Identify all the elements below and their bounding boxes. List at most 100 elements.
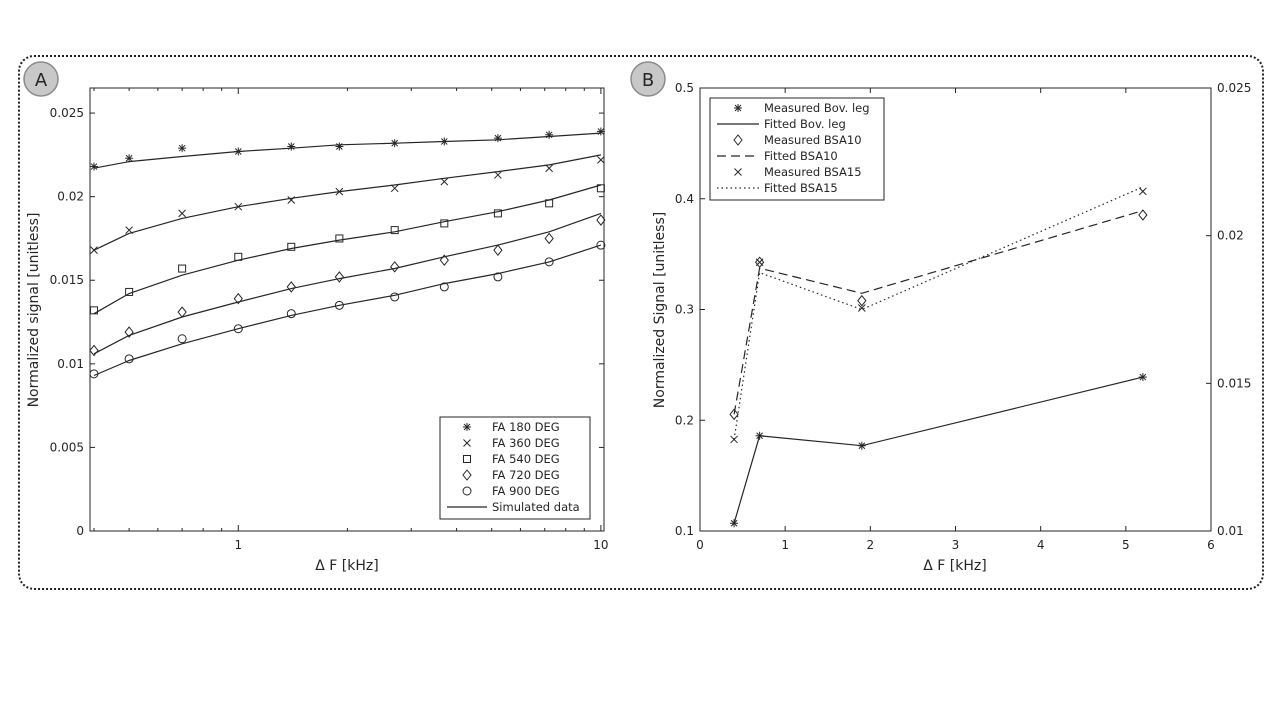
panel-a-data-point	[390, 261, 400, 273]
panel-a-x-tick-label: 1	[234, 538, 242, 552]
panel-a-data-point	[335, 187, 344, 196]
panel-a-data-point	[234, 202, 243, 211]
panel-a-badge	[23, 61, 59, 97]
panel-b-fitted-line	[733, 186, 1144, 440]
panel-a-data-point	[286, 281, 296, 293]
panel-b-data-point	[1138, 373, 1147, 382]
panel-a-y-tick-label: 0.025	[50, 106, 84, 120]
panel-b-badge	[630, 61, 666, 97]
panel-b-data-point	[729, 408, 739, 421]
panel-b-legend: Measured Bov. leg Fitted Bov. leg Measured…	[709, 97, 885, 201]
panel-a-data-point	[545, 199, 554, 208]
panel-b-legend-label: Fitted Bov. leg	[764, 117, 846, 131]
panel-a-data-point	[545, 164, 554, 173]
panel-b-legend-box	[709, 97, 885, 201]
panel-b-y-tick-label: 0.4	[675, 192, 694, 206]
panel-a-y-tick-label: 0.02	[57, 190, 84, 204]
panel-a-data-point	[177, 306, 187, 318]
panel-a-data-point	[287, 142, 296, 151]
panel-b-data-point	[755, 258, 764, 267]
panel-b-y2-tick-label: 0.02	[1217, 229, 1244, 243]
panel-a-data-point	[440, 219, 449, 228]
panel-b-legend-marker	[733, 134, 743, 146]
panel-a-data-point	[335, 234, 344, 243]
panel-b: B 0.1 0.2 0.3 0.4 0.5 0.01 0.015 0.02 0.025 0 1 2 3 4…	[630, 61, 1251, 574]
panel-b-y2-tick-label: 0.015	[1217, 376, 1251, 390]
panel-b-x-tick-label: 4	[1037, 538, 1045, 552]
panel-a-data-point	[90, 246, 98, 255]
panel-a-label: A	[35, 70, 48, 91]
panel-a-data-point	[234, 147, 243, 156]
panel-a-data-point	[545, 130, 554, 139]
panel-a-data-point	[233, 292, 243, 305]
panel-a-simulated-line	[93, 212, 602, 355]
panel-a-simulated-line	[93, 154, 602, 251]
panel-b-data-point	[1139, 187, 1147, 196]
panel-a-simulated-line	[93, 244, 602, 377]
panel-a-data-point	[493, 209, 502, 218]
panel-b-x-tick-label: 5	[1122, 538, 1130, 552]
panel-a-data-point	[89, 162, 98, 171]
panel-a-legend-marker	[463, 439, 471, 447]
panel-a-y-axis-label: Normalized signal [unitless]	[26, 213, 42, 408]
panel-b-y-axis-label: Normalized Signal [unitless]	[652, 212, 668, 408]
panel-a-data-point	[544, 232, 554, 245]
panel-a-y-tick-label: 0.01	[57, 357, 84, 371]
panel-b-data-point	[755, 431, 764, 440]
panel-a-data-point	[494, 171, 502, 179]
panel-a-legend: FA 180 DEG FA 360 DEG FA 540 DEG FA 720 DEG…	[439, 416, 591, 520]
panel-a-simulated-line	[93, 132, 601, 169]
panel-b-data-point	[857, 304, 866, 312]
panel-a-data-point	[493, 134, 502, 143]
panel-b-legend-label: Measured BSA10	[764, 133, 862, 147]
panel-a-data-point	[89, 369, 99, 379]
panel-a-data-point	[287, 242, 296, 251]
panel-a-data-point	[286, 309, 296, 319]
panel-a-data-point	[493, 272, 503, 282]
panel-a-ticks: 0 0.005 0.01 0.015 0.02 0.025 1 10	[50, 88, 609, 552]
panel-a-fit-lines	[93, 132, 602, 377]
panel-a-data-point	[334, 300, 344, 310]
panel-b-y2-tick-label: 0.025	[1217, 81, 1251, 95]
panel-b-legend-marker	[734, 168, 742, 176]
panel-a-data-point	[178, 264, 187, 273]
panel-b-y2-tick-label: 0.01	[1217, 524, 1244, 538]
panel-a-legend-box	[439, 416, 591, 520]
panel-b-legend-label: Fitted BSA10	[764, 149, 838, 163]
panel-b-data-point	[730, 435, 738, 444]
panel-a-data-point	[334, 271, 344, 283]
panel-a-simulated-line	[93, 184, 602, 315]
panel-a-data-point	[596, 127, 605, 136]
panel-a-x-tick-label: 10	[593, 538, 608, 552]
panel-a-data-point	[439, 254, 449, 266]
panel-a-data-point	[544, 257, 554, 267]
panel-a-data-point	[89, 344, 99, 357]
panel-a-data-point	[596, 240, 606, 250]
panel-a-data-point	[390, 184, 399, 193]
panel-b-data-point	[1138, 209, 1148, 221]
panel-b-x-tick-label: 6	[1207, 538, 1215, 552]
panel-a-data-point	[596, 214, 606, 226]
panel-b-y-tick-label: 0.3	[675, 303, 694, 317]
panel-b-x-tick-label: 1	[781, 538, 789, 552]
panel-b-y-tick-label: 0.5	[675, 81, 694, 95]
panel-a-data-point	[440, 137, 449, 146]
panel-a-legend-marker	[463, 455, 471, 463]
panel-b-legend-label: Measured BSA15	[764, 165, 862, 179]
panel-b-x-axis-label: Δ F [kHz]	[923, 558, 986, 574]
panel-a-y-tick-label: 0	[76, 524, 84, 538]
panel-b-fitted-line	[733, 376, 1144, 524]
panel-a-data-point	[178, 144, 187, 153]
panel-a-legend-marker	[462, 486, 472, 496]
panel-a-data-point	[234, 252, 243, 261]
panel-a-data-point	[390, 139, 399, 148]
panel-a-y-tick-label: 0.015	[50, 273, 84, 287]
panel-b-data-point	[857, 294, 867, 307]
panel-a-data-point	[287, 196, 296, 204]
panel-a-data-point	[125, 287, 134, 296]
panel-a-legend-label: FA 360 DEG	[492, 436, 560, 450]
panel-a-legend-label: FA 540 DEG	[492, 452, 560, 466]
panel-b-legend-label: Fitted BSA15	[764, 181, 838, 195]
